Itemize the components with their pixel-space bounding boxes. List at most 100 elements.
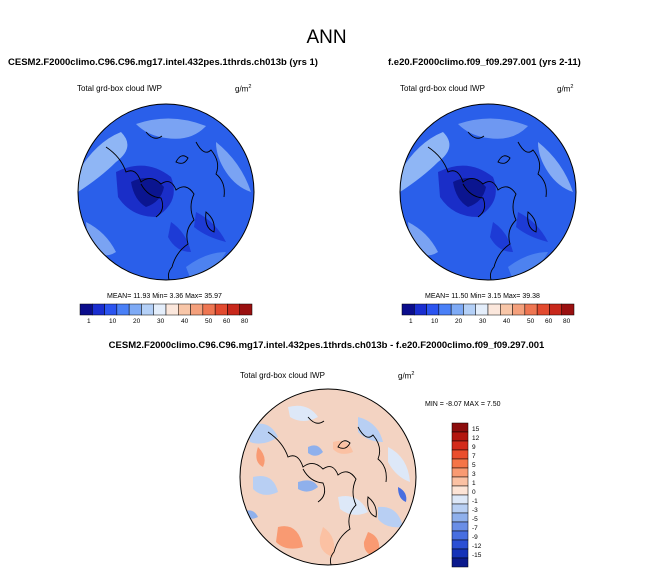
colorbar-swatch [141,303,154,316]
colorbar-swatch [426,303,440,316]
diff-colorbar-labels: 15 12 9 7 5 3 1 0 -1 -3 -5 -7 -9 -12 -15 [472,423,496,567]
left-map-field [78,118,251,280]
left-cb-label: 80 [241,318,249,325]
colorbar-swatch [451,476,469,487]
colorbar-swatch [451,458,469,469]
diff-cb-label: 0 [472,489,476,496]
colorbar-swatch [178,303,191,316]
colorbar-swatch [561,303,575,316]
diff-map-field [243,405,410,557]
diff-cb-label: 9 [472,444,476,451]
right-colorbar-labels: 1 10 20 30 40 50 60 80 [402,318,574,328]
colorbar-swatch [549,303,562,316]
diff-stats: MIN = -8.07 MAX = 7.50 [425,401,501,408]
right-cb-label: 40 [503,318,511,325]
colorbar-swatch [414,303,427,316]
right-stats: MEAN= 11.50 Min= 3.15 Max= 39.38 [425,293,540,300]
diff-cb-label: -15 [472,552,482,559]
colorbar-swatch [451,503,469,514]
left-polar-map [77,103,255,281]
colorbar-swatch [524,303,538,316]
colorbar-swatch [79,303,93,316]
left-colorbar-swatches [79,303,253,316]
right-cb-label: 80 [563,318,571,325]
colorbar-swatch [451,431,469,442]
colorbar-swatch [451,440,469,451]
colorbar-swatch [128,303,142,316]
left-cb-label: 1 [87,318,91,325]
colorbar-swatch [153,303,167,316]
colorbar-swatch [451,539,469,550]
diff-coastlines [267,416,387,565]
colorbar-swatch [500,303,513,316]
diff-variable-label: Total grd-box cloud IWP [240,371,325,380]
right-cb-label: 1 [409,318,413,325]
colorbar-swatch [451,422,469,433]
colorbar-swatch [401,303,415,316]
diff-cb-label: 15 [472,426,480,433]
left-case-title: CESM2.F2000climo.C96.C96.mg17.intel.432p… [8,57,318,68]
right-colorbar [401,303,575,316]
diff-title: CESM2.F2000climo.C96.C96.mg17.intel.432p… [108,340,545,351]
left-stats: MEAN= 11.93 Min= 3.36 Max= 35.97 [107,293,222,300]
colorbar-swatch [165,303,179,316]
right-cb-label: 10 [431,318,439,325]
right-cb-label: 50 [527,318,535,325]
colorbar-swatch [451,512,469,523]
diff-cb-label: 12 [472,435,480,442]
colorbar-swatch [202,303,216,316]
right-cb-label: 30 [479,318,487,325]
diff-cb-label: -7 [472,525,478,532]
colorbar-swatch [214,303,228,316]
colorbar-swatch [190,303,204,316]
colorbar-swatch [536,303,550,316]
colorbar-swatch [116,303,130,316]
right-coastlines [427,131,547,280]
colorbar-swatch [92,303,105,316]
diff-colorbar [451,422,469,568]
right-cb-label: 60 [545,318,553,325]
right-variable-label: Total grd-box cloud IWP [400,84,485,93]
diff-polar-map [239,388,417,566]
colorbar-swatch [227,303,240,316]
colorbar-swatch [512,303,526,316]
colorbar-swatch [451,557,469,568]
left-cb-label: 20 [133,318,141,325]
colorbar-swatch [438,303,452,316]
colorbar-swatch [451,521,469,532]
left-cb-label: 30 [157,318,165,325]
diff-cb-label: -3 [472,507,478,514]
diff-cb-label: -9 [472,534,478,541]
diff-cb-label: -12 [472,543,482,550]
colorbar-swatch [451,548,469,559]
colorbar-swatch [451,449,469,460]
colorbar-swatch [451,494,469,505]
left-colorbar-labels: 1 10 20 30 40 50 60 80 [80,318,252,328]
colorbar-swatch [463,303,476,316]
left-coastlines [105,131,225,280]
right-colorbar-swatches [401,303,575,316]
colorbar-swatch [450,303,464,316]
figure-title: ANN [306,27,347,48]
colorbar-swatch [104,303,118,316]
right-units: g/m2 [557,84,574,94]
diff-cb-label: 7 [472,453,476,460]
left-cb-label: 40 [181,318,189,325]
left-colorbar [79,303,253,316]
colorbar-swatch [451,485,469,496]
colorbar-swatch [239,303,253,316]
diff-cb-label: -1 [472,498,478,505]
colorbar-swatch [451,467,469,478]
colorbar-swatch [487,303,501,316]
colorbar-swatch [451,530,469,541]
right-cb-label: 20 [455,318,463,325]
left-variable-label: Total grd-box cloud IWP [77,84,162,93]
diff-cb-label: 1 [472,480,476,487]
diff-colorbar-swatches [451,422,469,568]
diff-cb-label: 5 [472,462,476,469]
diff-units: g/m2 [398,371,415,381]
diff-cb-label: 3 [472,471,476,478]
right-polar-map [399,103,577,281]
colorbar-swatch [475,303,489,316]
left-units: g/m2 [235,84,252,94]
